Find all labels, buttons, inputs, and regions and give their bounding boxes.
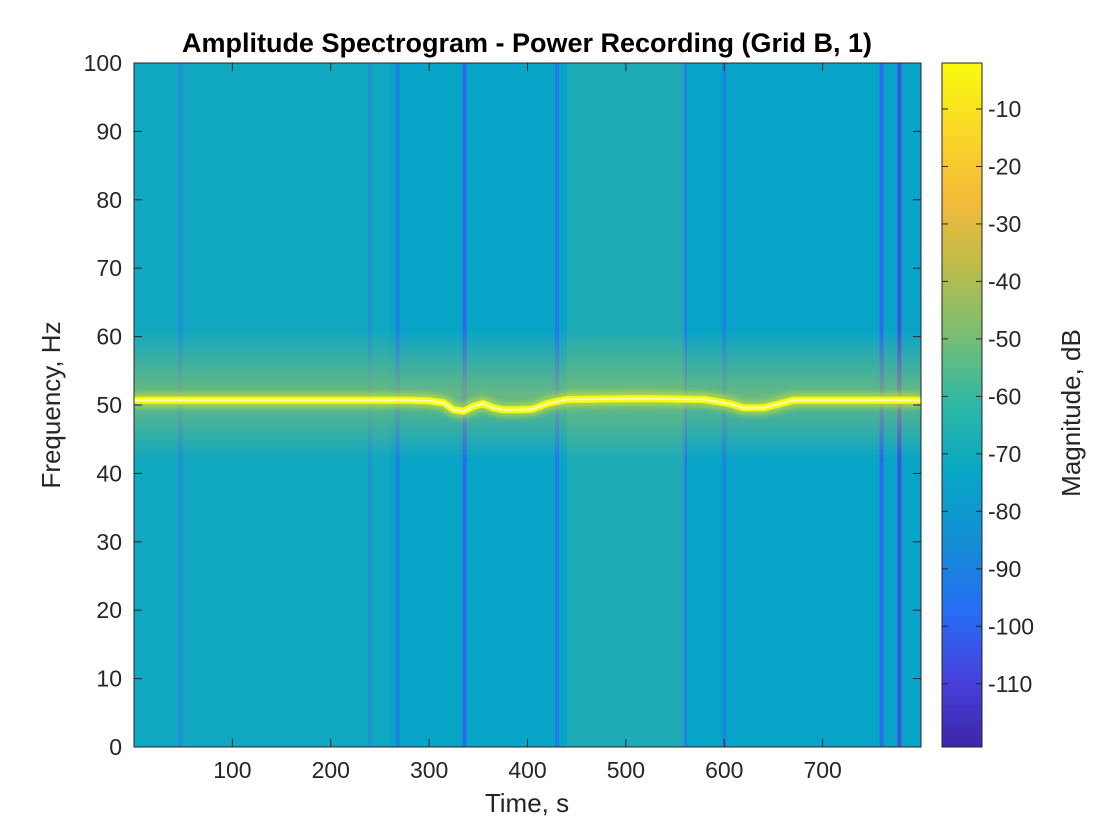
colorbar-tick-label: -30	[988, 211, 1021, 237]
series-core	[134, 397, 921, 413]
colorbar-tick-label: -50	[988, 326, 1021, 352]
colorbar-tick-label: -10	[988, 96, 1021, 122]
colorbar-tick-label: -20	[988, 153, 1021, 179]
colorbar-label: Magnitude, dB	[1056, 329, 1086, 497]
x-tick-label: 400	[508, 757, 546, 783]
y-axis: 0 10 20 30 40 50 60 70 80 90 100	[84, 50, 921, 760]
colorbar-frame	[941, 62, 983, 748]
y-tick-label: 60	[96, 324, 122, 350]
colorbar-tick-label: -60	[988, 383, 1021, 409]
y-tick-label: 90	[96, 118, 122, 144]
y-tick-label: 10	[96, 666, 122, 692]
y-tick-label: 100	[84, 50, 122, 76]
chart-title: Amplitude Spectrogram - Power Recording …	[182, 28, 872, 58]
colorbar-tick-label: -70	[988, 441, 1021, 467]
x-tick-label: 100	[213, 757, 251, 783]
x-axis: 100 200 300 400 500 600 700	[213, 63, 842, 783]
colorbar-tick-label: -90	[988, 556, 1021, 582]
plot-area	[134, 63, 921, 747]
colorbar-ticks: -110 -100 -90 -80 -70 -60 -50 -40 -30 -20 -10	[942, 96, 1034, 697]
y-axis-label: Frequency, Hz	[36, 321, 66, 488]
y-tick-label: 50	[96, 392, 122, 418]
y-tick-label: 70	[96, 255, 122, 281]
colorbar-tick-label: -40	[988, 268, 1021, 294]
colorbar: -110 -100 -90 -80 -70 -60 -50 -40 -30 -20 -10	[941, 62, 1034, 748]
series-group	[134, 391, 921, 419]
y-tick-label: 0	[109, 734, 122, 760]
y-tick-label: 40	[96, 460, 122, 486]
colorbar-tick-label: -110	[988, 671, 1032, 697]
y-tick-label: 30	[96, 529, 122, 555]
x-tick-label: 500	[607, 757, 645, 783]
x-tick-label: 300	[410, 757, 448, 783]
y-tick-label: 20	[96, 597, 122, 623]
y-tick-label: 80	[96, 187, 122, 213]
x-axis-label: Time, s	[485, 788, 569, 818]
x-tick-label: 700	[803, 757, 841, 783]
colorbar-tick-label: -80	[988, 498, 1021, 524]
x-tick-label: 200	[312, 757, 350, 783]
x-tick-label: 600	[705, 757, 743, 783]
colorbar-scale	[942, 63, 982, 747]
colorbar-tick-label: -100	[988, 613, 1034, 639]
